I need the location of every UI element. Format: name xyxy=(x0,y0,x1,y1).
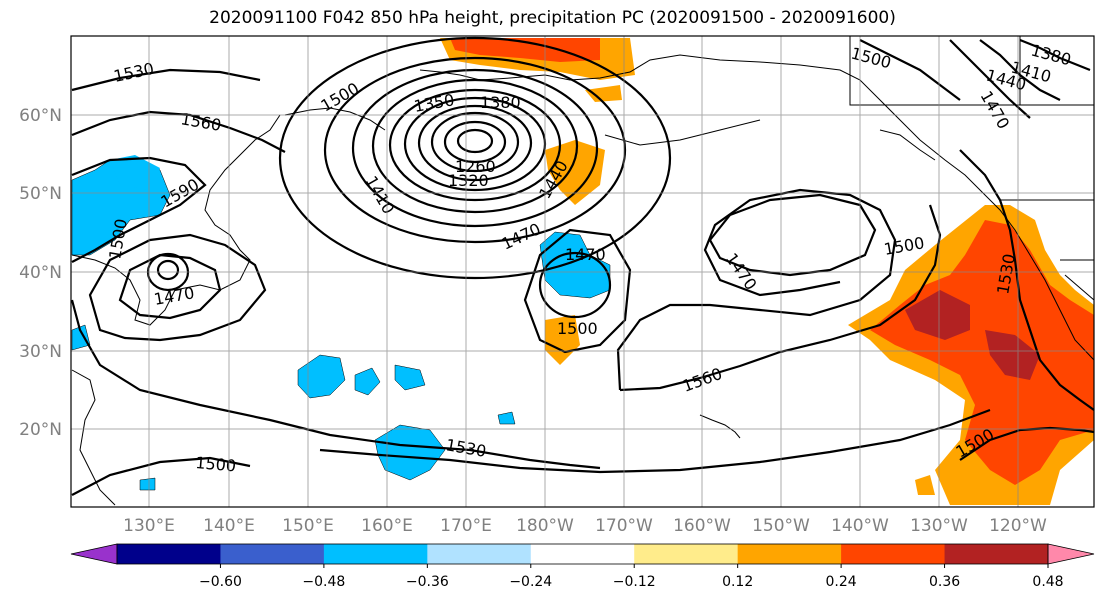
latitude-label: 60°N xyxy=(19,106,62,126)
longitude-label: 130°E xyxy=(123,516,175,536)
colorbar-segment xyxy=(530,544,635,564)
positive-precip-shading xyxy=(440,38,1094,505)
latitude-label: 50°N xyxy=(19,184,62,204)
colorbar-segment xyxy=(323,544,428,564)
colorbar-tick-label: −0.48 xyxy=(302,574,345,590)
longitude-label: 160°W xyxy=(673,516,731,536)
colorbar-tick-label: 0.36 xyxy=(929,574,960,590)
latitude-label: 40°N xyxy=(19,263,62,283)
map-title: 2020091100 F042 850 hPa height, precipit… xyxy=(209,8,896,28)
colorbar-tick-label: −0.12 xyxy=(613,574,656,590)
latitude-labels: 60°N 50°N 40°N 30°N 20°N xyxy=(19,106,62,440)
colorbar-segment xyxy=(220,544,325,564)
colorbar-outline xyxy=(116,543,1049,565)
colorbar-segment xyxy=(841,544,946,564)
longitude-label: 130°W xyxy=(910,516,968,536)
longitude-label: 180°W xyxy=(516,516,574,536)
gridlines xyxy=(71,36,1094,507)
colorbar-segment xyxy=(944,544,1049,564)
longitude-label: 140°W xyxy=(831,516,889,536)
colorbar-tick-label: 0.12 xyxy=(722,574,753,590)
colorbar-segment xyxy=(427,544,532,564)
map-frame xyxy=(70,35,1095,508)
negative-precip-shading xyxy=(71,155,611,491)
colorbar xyxy=(70,543,1095,565)
longitude-label: 160°E xyxy=(361,516,413,536)
colorbar-segment xyxy=(737,544,842,564)
longitude-label: 170°E xyxy=(440,516,492,536)
longitude-label: 120°W xyxy=(989,516,1047,536)
latitude-label: 30°N xyxy=(19,342,62,362)
colorbar-labels: −0.60 −0.48 −0.36 −0.24 −0.12 0.12 0.24 0.36 0.4… xyxy=(199,564,1064,590)
colorbar-segment xyxy=(117,544,221,564)
colorbar-segment xyxy=(634,544,739,564)
longitude-label: 170°W xyxy=(595,516,653,536)
contour-label: 1380 xyxy=(480,93,521,112)
colorbar-tick-label: 0.48 xyxy=(1032,574,1063,590)
contour-label: 1260 xyxy=(455,157,496,176)
longitude-label: 150°W xyxy=(752,516,810,536)
contour-label: 1470 xyxy=(565,245,606,264)
colorbar-tick-label: −0.60 xyxy=(199,574,242,590)
contour-label: 1320 xyxy=(448,171,489,190)
colorbar-tick-label: −0.24 xyxy=(509,574,552,590)
longitude-label: 140°E xyxy=(203,516,255,536)
contour-label: 1500 xyxy=(195,453,237,475)
height-contours xyxy=(70,36,1095,496)
longitude-labels: 130°E 140°E 150°E 160°E 170°E 180°W 170°W 160°W… xyxy=(123,516,1047,536)
colorbar-extend-high xyxy=(1047,543,1095,565)
longitude-label: 150°E xyxy=(282,516,334,536)
colorbar-tick-label: 0.24 xyxy=(826,574,857,590)
latitude-label: 20°N xyxy=(19,420,62,440)
contour-label: 1500 xyxy=(557,319,598,338)
colorbar-extend-low xyxy=(70,543,118,565)
colorbar-tick-label: −0.36 xyxy=(406,574,449,590)
